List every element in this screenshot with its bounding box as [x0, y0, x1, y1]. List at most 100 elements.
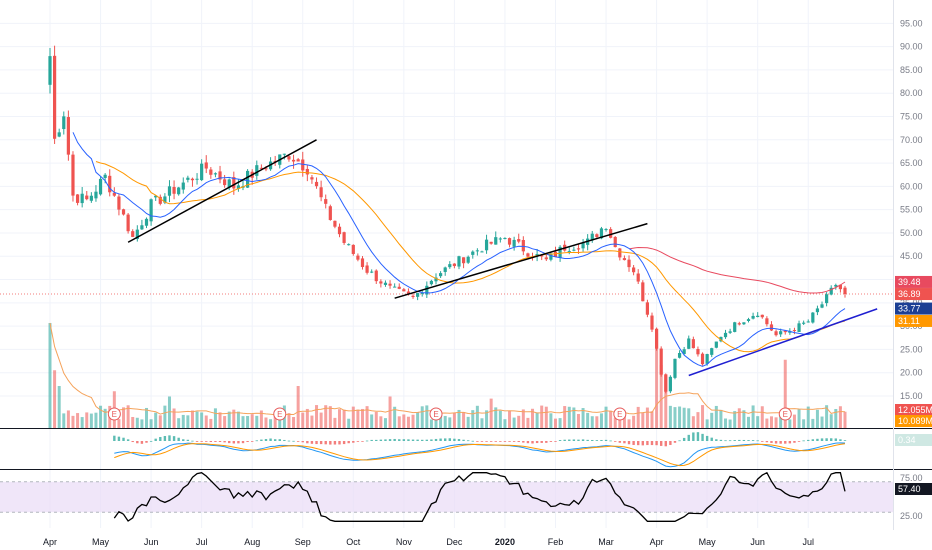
candle-body[interactable]: [682, 349, 686, 355]
candle-body[interactable]: [484, 239, 489, 251]
candle-body[interactable]: [443, 267, 447, 272]
trendline[interactable]: [688, 308, 878, 377]
candle-body[interactable]: [190, 178, 195, 181]
candle-body[interactable]: [498, 238, 502, 240]
candle-body[interactable]: [310, 177, 314, 180]
candle-body[interactable]: [158, 196, 162, 204]
candle-body[interactable]: [370, 271, 374, 273]
candle-body[interactable]: [494, 237, 498, 245]
candle-body[interactable]: [567, 251, 571, 253]
candle-body[interactable]: [664, 374, 668, 392]
candle-body[interactable]: [291, 159, 296, 162]
candle-body[interactable]: [751, 315, 755, 319]
candle-body[interactable]: [62, 116, 66, 130]
candle-body[interactable]: [714, 341, 718, 348]
candle-body[interactable]: [641, 282, 645, 302]
candle-body[interactable]: [57, 132, 61, 137]
candle-body[interactable]: [645, 302, 649, 315]
candle-body[interactable]: [774, 331, 778, 336]
candle-body[interactable]: [618, 248, 622, 258]
candle-body[interactable]: [209, 169, 213, 175]
candle-body[interactable]: [397, 286, 401, 289]
candle-body[interactable]: [296, 159, 300, 162]
candle-body[interactable]: [691, 339, 695, 349]
candle-body[interactable]: [572, 249, 576, 251]
candle-body[interactable]: [213, 173, 218, 175]
candle-body[interactable]: [85, 195, 89, 200]
candle-body[interactable]: [314, 181, 319, 187]
candle-body[interactable]: [811, 312, 815, 323]
candle-body[interactable]: [829, 287, 833, 295]
candle-body[interactable]: [406, 291, 411, 295]
candle-body[interactable]: [223, 179, 227, 186]
candle-body[interactable]: [75, 194, 80, 203]
candle-body[interactable]: [356, 255, 360, 260]
candle-body[interactable]: [328, 206, 332, 220]
candle-body[interactable]: [135, 229, 139, 239]
candle-body[interactable]: [696, 348, 700, 355]
candle-body[interactable]: [765, 318, 769, 325]
candle-body[interactable]: [654, 328, 659, 349]
candle-body[interactable]: [526, 253, 530, 257]
candle-body[interactable]: [52, 55, 57, 139]
candle-body[interactable]: [461, 257, 466, 264]
candle-body[interactable]: [80, 193, 84, 204]
candle-body[interactable]: [365, 265, 369, 273]
candle-body[interactable]: [452, 263, 456, 267]
candle-body[interactable]: [613, 237, 617, 248]
candle-body[interactable]: [255, 165, 259, 176]
candle-body[interactable]: [379, 281, 383, 284]
candle-body[interactable]: [425, 285, 429, 295]
candle-body[interactable]: [287, 156, 291, 160]
candle-body[interactable]: [742, 322, 746, 325]
candle-body[interactable]: [815, 308, 820, 313]
candle-body[interactable]: [167, 186, 172, 196]
candle-body[interactable]: [540, 255, 544, 257]
candle-body[interactable]: [374, 270, 378, 282]
candle-body[interactable]: [301, 159, 305, 171]
candle-body[interactable]: [48, 56, 52, 85]
candle-body[interactable]: [347, 244, 351, 246]
trendlines[interactable]: [127, 139, 878, 377]
candle-body[interactable]: [622, 258, 627, 261]
candle-body[interactable]: [333, 220, 337, 227]
candle-body[interactable]: [218, 171, 222, 180]
candle-body[interactable]: [489, 241, 493, 244]
candle-body[interactable]: [181, 182, 185, 190]
candle-body[interactable]: [581, 242, 585, 249]
candle-body[interactable]: [388, 283, 392, 286]
candle-body[interactable]: [117, 196, 121, 210]
candle-body[interactable]: [834, 284, 838, 287]
candle-body[interactable]: [204, 162, 208, 169]
candle-body[interactable]: [471, 251, 475, 255]
candle-body[interactable]: [420, 293, 424, 295]
candle-body[interactable]: [466, 256, 470, 263]
candle-body[interactable]: [448, 264, 452, 268]
candle-body[interactable]: [733, 322, 737, 332]
earnings-marker[interactable]: [107, 407, 121, 421]
candle-body[interactable]: [825, 294, 829, 304]
candle-body[interactable]: [737, 323, 741, 325]
candle-body[interactable]: [512, 239, 516, 247]
candle-body[interactable]: [820, 304, 824, 308]
candle-body[interactable]: [411, 295, 415, 297]
candle-body[interactable]: [746, 319, 751, 321]
candle-body[interactable]: [783, 330, 787, 333]
candle-body[interactable]: [636, 273, 640, 282]
candle-body[interactable]: [503, 237, 507, 239]
candle-body[interactable]: [144, 218, 149, 226]
pane-separators[interactable]: [0, 428, 932, 470]
candle-body[interactable]: [416, 293, 420, 297]
candle-body[interactable]: [429, 280, 434, 285]
candle-body[interactable]: [769, 324, 774, 331]
candle-body[interactable]: [632, 267, 636, 273]
candle-body[interactable]: [507, 238, 512, 245]
candle-body[interactable]: [549, 253, 553, 260]
candle-body[interactable]: [659, 348, 663, 375]
candle-body[interactable]: [131, 231, 135, 237]
candle-body[interactable]: [324, 199, 328, 204]
candle-body[interactable]: [71, 154, 75, 196]
candle-body[interactable]: [154, 195, 158, 198]
candle-body[interactable]: [760, 314, 764, 318]
